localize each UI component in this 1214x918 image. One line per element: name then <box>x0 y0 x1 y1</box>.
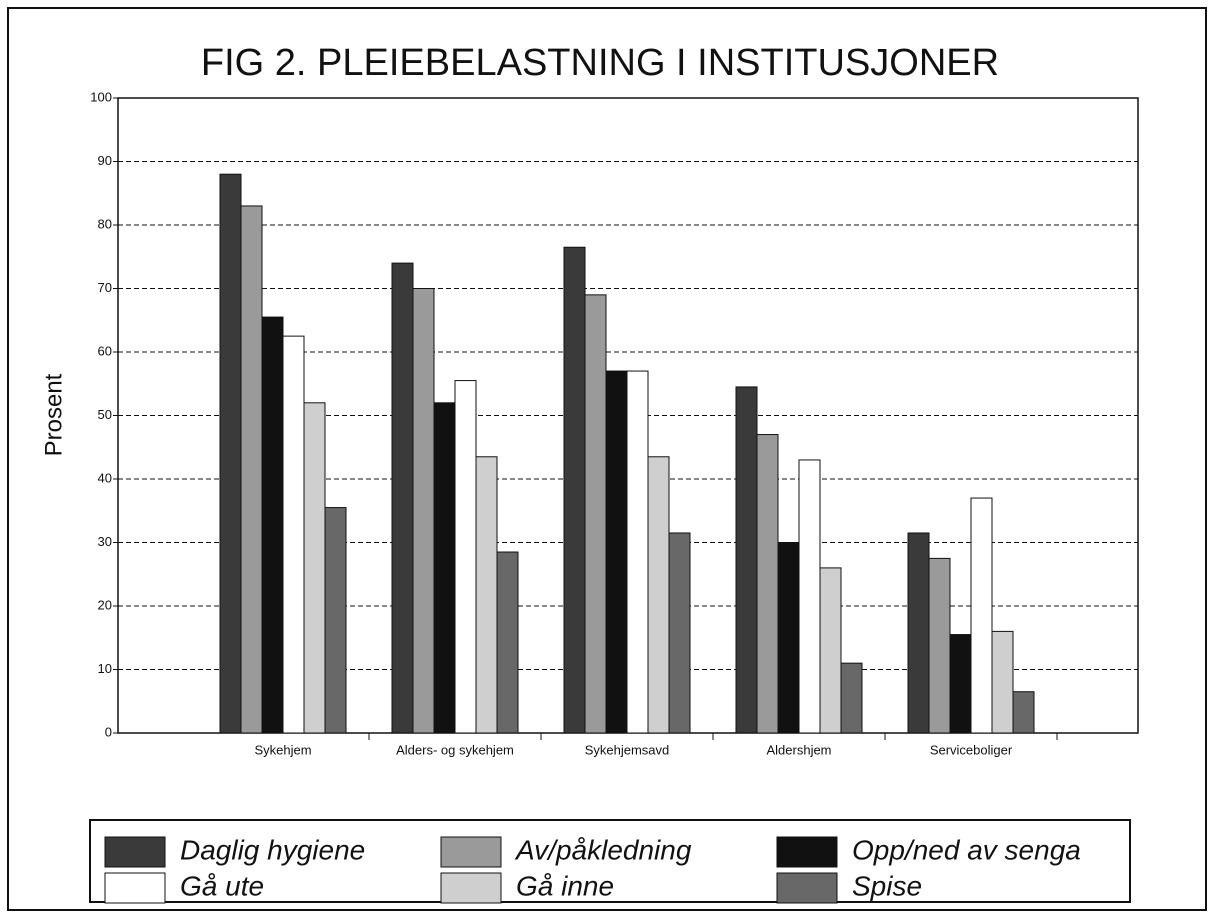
bar <box>433 402 456 734</box>
bar <box>605 370 628 734</box>
y-tick-label: 30 <box>98 534 112 549</box>
x-tick-label: Serviceboliger <box>930 742 1013 757</box>
x-tick-label: Sykehjem <box>254 742 311 757</box>
bar <box>496 551 519 734</box>
bar <box>991 630 1014 734</box>
y-tick-label: 60 <box>98 343 112 358</box>
legend-label: Spise <box>852 870 922 901</box>
bar <box>756 434 779 734</box>
bar <box>454 380 477 734</box>
bar <box>324 507 347 734</box>
legend-swatch <box>104 872 166 904</box>
bar <box>668 532 691 734</box>
y-axis-label: Prosent <box>40 373 67 456</box>
legend-label: Opp/ned av senga <box>852 834 1081 865</box>
legend-label: Daglig hygiene <box>180 834 365 865</box>
bar <box>475 456 498 734</box>
legend-swatch <box>440 872 502 904</box>
bar <box>303 402 326 734</box>
bar <box>391 262 414 734</box>
x-tick-label: Sykehjemsavd <box>585 742 670 757</box>
bar <box>735 386 758 734</box>
frame <box>7 7 1207 911</box>
bar <box>282 335 305 734</box>
legend-swatch <box>776 872 838 904</box>
bar <box>626 370 649 734</box>
bar <box>219 173 242 734</box>
legend-swatch <box>776 836 838 868</box>
legend-swatch <box>440 836 502 868</box>
bar <box>412 288 435 734</box>
bar <box>240 205 263 734</box>
bar <box>819 567 842 734</box>
y-tick-label: 0 <box>105 724 112 739</box>
y-tick-label: 20 <box>98 597 112 612</box>
y-tick-label: 50 <box>98 407 112 422</box>
bar <box>261 316 284 734</box>
chart-title: FIG 2. PLEIEBELASTNING I INSTITUSJONER <box>201 42 999 84</box>
legend-label: Av/påkledning <box>514 834 692 865</box>
bar <box>798 459 821 734</box>
bar <box>584 294 607 734</box>
x-tick-label: Aldershjem <box>766 742 831 757</box>
bar <box>928 557 951 734</box>
bar <box>563 246 586 734</box>
y-tick-label: 80 <box>98 216 112 231</box>
bar <box>840 662 863 734</box>
y-tick-label: 100 <box>90 89 112 104</box>
y-tick-label: 40 <box>98 470 112 485</box>
y-tick-label: 90 <box>98 153 112 168</box>
bar <box>949 634 972 734</box>
legend-swatch <box>104 836 166 868</box>
legend-label: Gå inne <box>516 870 614 901</box>
bar <box>777 542 800 734</box>
legend-label: Gå ute <box>180 870 264 901</box>
x-tick-label: Alders- og sykehjem <box>396 742 514 757</box>
legend <box>89 819 1131 903</box>
y-tick-label: 10 <box>98 661 112 676</box>
bar <box>1012 691 1035 734</box>
bar <box>907 532 930 734</box>
bar <box>647 456 670 734</box>
y-tick-label: 70 <box>98 280 112 295</box>
bar <box>970 497 993 734</box>
